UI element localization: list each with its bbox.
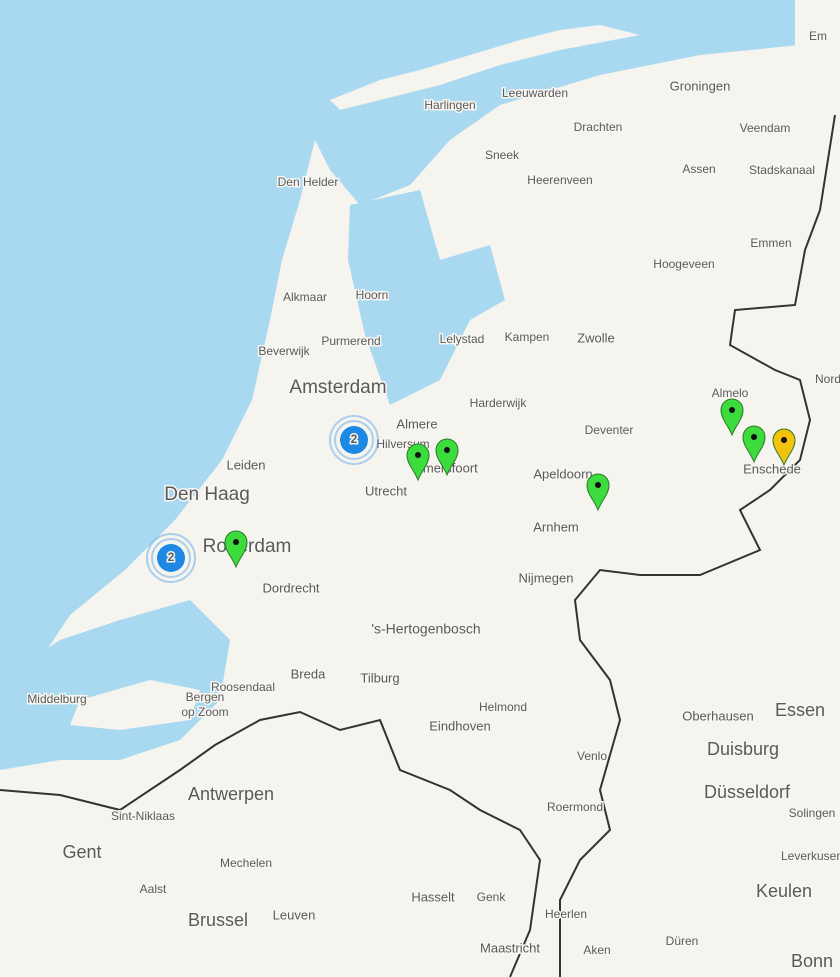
cluster-halo (151, 538, 191, 578)
map-pin[interactable] (772, 428, 796, 467)
map-pin[interactable] (742, 425, 766, 464)
place-label: Lelystad (440, 332, 485, 346)
place-label: Apeldoorn (533, 466, 592, 481)
place-label: Maastricht (480, 940, 540, 955)
border (559, 114, 836, 977)
place-label: Sneek (485, 148, 520, 162)
map-pin[interactable] (435, 438, 459, 477)
place-label: Almelo (712, 386, 749, 400)
place-label: op Zoom (181, 705, 228, 719)
pin-dot (729, 407, 735, 413)
pin-dot (751, 434, 757, 440)
map-pin[interactable] (720, 398, 744, 437)
place-label: Middelburg (27, 692, 86, 706)
place-label: Bonn (791, 951, 833, 971)
pin-dot (781, 437, 787, 443)
place-label: Enschede (743, 461, 801, 476)
place-label: Hoogeveen (653, 257, 714, 271)
place-label: Tilburg (360, 670, 399, 685)
place-label: Solingen (789, 806, 836, 820)
place-label: Purmerend (321, 334, 380, 348)
place-label: Roermond (547, 800, 603, 814)
place-label: Alkmaar (283, 290, 327, 304)
land (795, 0, 840, 55)
place-label: Keulen (756, 881, 812, 901)
pin-dot (415, 452, 421, 458)
cluster-halo (334, 420, 374, 460)
place-label: Sint-Niklaas (111, 809, 175, 823)
place-label: Venlo (577, 749, 607, 763)
place-label: Drachten (574, 120, 623, 134)
place-label: Düren (666, 934, 699, 948)
place-label: Stadskanaal (749, 163, 815, 177)
place-label: Den Helder (278, 175, 339, 189)
cluster-marker[interactable] (340, 426, 368, 454)
place-label: Heerenveen (527, 173, 592, 187)
place-label: Aken (583, 943, 610, 957)
ijsselmeer (348, 190, 505, 405)
place-label: Heerlen (545, 907, 587, 921)
place-label: Kampen (505, 330, 550, 344)
place-label: Brussel (188, 910, 248, 930)
border (0, 710, 542, 977)
place-label: Roosendaal (211, 680, 275, 694)
north-sea (0, 0, 800, 680)
place-label: Leuven (273, 907, 316, 922)
place-label: Harderwijk (470, 396, 528, 410)
place-label: Deventer (585, 423, 634, 437)
place-label: Helmond (479, 700, 527, 714)
zeeland-water (0, 600, 230, 770)
map-pin[interactable] (406, 443, 430, 482)
place-label: Hasselt (411, 889, 455, 904)
place-label: Groningen (670, 78, 731, 93)
pin-dot (233, 539, 239, 545)
cluster-marker[interactable] (157, 544, 185, 572)
place-label: Gent (62, 842, 101, 862)
place-label: Essen (775, 700, 825, 720)
place-label: Em (809, 29, 827, 43)
cluster-halo (329, 415, 379, 465)
place-label: Aalst (140, 882, 167, 896)
pin-dot (444, 447, 450, 453)
place-label: Dordrecht (262, 580, 319, 595)
map-pin[interactable] (224, 530, 248, 569)
place-label: Harlingen (424, 98, 475, 112)
place-label: Oberhausen (682, 708, 754, 723)
cluster-count: 2 (168, 550, 175, 564)
place-label: Hoorn (356, 288, 389, 302)
place-label: Almere (396, 416, 437, 431)
place-label: Düsseldorf (704, 782, 791, 802)
map-pin[interactable] (586, 473, 610, 512)
place-label: Eindhoven (429, 718, 490, 733)
island (70, 680, 200, 730)
place-label: Genk (477, 890, 507, 904)
place-label: Amsterdam (289, 377, 386, 398)
place-label: Assen (682, 162, 715, 176)
place-label: Beverwijk (258, 344, 310, 358)
place-label: Nijmegen (519, 570, 574, 585)
place-label: Duisburg (707, 739, 779, 759)
place-label: Mechelen (220, 856, 272, 870)
place-label: Nord (815, 372, 840, 386)
place-label: Utrecht (365, 483, 407, 498)
place-label: Leiden (226, 457, 265, 472)
place-label: Leeuwarden (502, 86, 568, 100)
island (330, 25, 640, 110)
place-label: Den Haag (164, 484, 250, 505)
cluster-count: 2 (351, 432, 358, 446)
cluster-halo (146, 533, 196, 583)
place-label: Veendam (740, 121, 791, 135)
place-label: Leverkusen (781, 849, 840, 863)
place-label: Antwerpen (188, 784, 274, 804)
place-label: Emmen (750, 236, 791, 250)
pin-dot (595, 482, 601, 488)
place-label: Bergen (186, 690, 225, 704)
place-label: Arnhem (533, 519, 579, 534)
place-label: 's-Hertogenbosch (371, 621, 480, 637)
place-label: Zwolle (577, 330, 615, 345)
place-label: Breda (291, 666, 326, 681)
